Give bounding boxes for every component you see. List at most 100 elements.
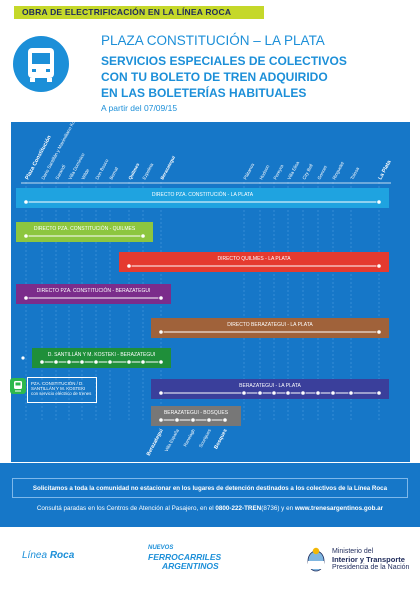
route-stop — [376, 390, 382, 396]
route-bar — [16, 188, 389, 208]
route-label: DIRECTO PZA. CONSTITUCIÓN - LA PLATA — [152, 191, 254, 198]
station-label-top: Berazategui — [159, 155, 176, 180]
route-stop — [66, 359, 72, 365]
route-label: BERAZATEGUI - LA PLATA — [239, 383, 301, 389]
contact-info: Consultá paradas en los Centros de Atenc… — [12, 505, 408, 512]
nuevos-ferrocarriles-logo: NUEVOS FERROCARRILES ARGENTINOS — [148, 544, 221, 571]
logo-ffcc-line3: ARGENTINOS — [162, 561, 219, 571]
station-label-bottom: Ranelagh — [182, 428, 196, 448]
ministry-line1: Ministerio del — [332, 548, 374, 555]
logo-roca-word1: Línea — [22, 550, 48, 561]
effective-date: A partir del 07/09/15 — [101, 103, 178, 113]
logo-ffcc-line2: FERROCARRILES — [148, 552, 222, 562]
route-stop — [53, 359, 59, 365]
route-stop — [23, 295, 29, 301]
bus-icon — [13, 36, 69, 92]
footer — [0, 527, 420, 594]
route-stop — [126, 263, 132, 269]
station-label-top: Villa Elisa — [286, 160, 300, 180]
route-bar — [16, 284, 171, 304]
ministry-line2: Interior y Transporte — [332, 555, 405, 564]
route-label: DIRECTO QUILMES - LA PLATA — [217, 256, 291, 262]
contact-text-mid: (8736) y en — [261, 505, 295, 512]
headline-line-1: SERVICIOS ESPECIALES DE COLECTIVOS — [101, 54, 347, 68]
station-label-top: La Plata — [377, 159, 393, 181]
route-stop — [140, 359, 146, 365]
route-stop — [158, 390, 164, 396]
route-stop — [107, 359, 113, 365]
station-label-top: Sarandí — [54, 163, 66, 180]
page-title: PLAZA CONSTITUCIÓN – LA PLATA — [101, 33, 325, 48]
route-stop — [285, 390, 291, 396]
route-stop — [93, 359, 99, 365]
station-label-top: Quilmes — [127, 162, 140, 181]
route-stop — [23, 199, 29, 205]
station-label-bottom: Bosques — [213, 428, 229, 450]
route-stop — [126, 359, 132, 365]
route-stop — [348, 390, 354, 396]
route-stop — [315, 390, 321, 396]
route-label: DIRECTO PZA. CONSTITUCIÓN - BERAZATEGUI — [37, 287, 151, 294]
route-stop — [140, 233, 146, 239]
station-label-top: City Bell — [301, 163, 313, 180]
route-stop — [158, 417, 164, 423]
route-bar — [32, 348, 171, 368]
route-label: D. SANTILLÁN Y M. KOSTEKI - BERAZATEGUI — [48, 351, 156, 358]
route-stop — [330, 390, 336, 396]
train-service-note: PZA. CONSTITUCIÓN / D. SANTILLÁN Y M. KO… — [27, 377, 97, 403]
station-label-top: Plaza Constitución — [24, 134, 53, 181]
route-stop — [23, 233, 29, 239]
route-stop — [158, 359, 164, 365]
project-banner: OBRA DE ELECTRIFICACIÓN EN LA LÍNEA ROCA — [14, 6, 264, 19]
route-stop — [376, 263, 382, 269]
route-stop — [376, 199, 382, 205]
ministry-logo: Ministerio del Interior y Transporte Pre… — [332, 548, 409, 572]
route-label: BERAZATEGUI - BOSQUES — [164, 410, 229, 416]
route-stop — [158, 329, 164, 335]
route-bar — [151, 406, 241, 426]
route-stop — [241, 390, 247, 396]
marker-dot — [21, 356, 25, 360]
linea-roca-logo: Línea Roca — [22, 550, 74, 561]
station-label-top: Plátanos — [242, 162, 255, 181]
route-bar — [119, 252, 389, 272]
station-label-top: Ringuelet — [331, 160, 345, 180]
national-seal-icon — [307, 547, 325, 572]
station-label-bottom: Berazategui — [146, 428, 165, 457]
route-stop — [39, 359, 45, 365]
headline-line-2: CON TU BOLETO DE TREN ADQUIRIDO — [101, 70, 328, 84]
logo-ffcc-line1: NUEVOS — [148, 545, 174, 551]
train-icon — [10, 378, 26, 394]
route-label: DIRECTO PZA. CONSTITUCIÓN - QUILMES — [34, 225, 136, 232]
phone-number: 0800-222-TREN — [215, 505, 262, 512]
route-bar — [151, 318, 389, 338]
station-label-top: Gonnet — [316, 164, 328, 180]
route-bar — [151, 379, 389, 399]
route-bar — [16, 222, 153, 242]
route-stop — [174, 417, 180, 423]
station-label-top: Wilde — [80, 168, 90, 181]
route-label: DIRECTO BERAZATEGUI - LA PLATA — [227, 322, 313, 328]
route-stop — [222, 417, 228, 423]
station-label-bottom: Sourigues — [198, 427, 212, 448]
station-label-top: Pereyra — [272, 164, 284, 181]
station-label-top: Hudson — [258, 164, 270, 181]
station-label-top: Tolosa — [349, 166, 360, 180]
station-label-top: Don Bosco — [94, 158, 109, 181]
website-link[interactable]: www.trenesargentinos.gob.ar — [294, 505, 384, 512]
route-stop — [190, 417, 196, 423]
station-label-top: Bernal — [108, 166, 119, 180]
route-stop — [376, 329, 382, 335]
parking-notice: Solicitamos a toda la comunidad no estac… — [12, 478, 408, 498]
headline-line-3: EN LAS BOLETERÍAS HABITUALES — [101, 86, 307, 100]
route-stop — [158, 295, 164, 301]
logo-roca-word2: Roca — [49, 550, 75, 561]
station-label-bottom: Villa España — [164, 428, 180, 453]
route-stop — [300, 390, 306, 396]
route-stop — [79, 359, 85, 365]
contact-text: Consultá paradas en los Centros de Atenc… — [36, 505, 216, 512]
route-stop — [206, 417, 212, 423]
route-stop — [271, 390, 277, 396]
ministry-line3: Presidencia de la Nación — [332, 564, 410, 571]
